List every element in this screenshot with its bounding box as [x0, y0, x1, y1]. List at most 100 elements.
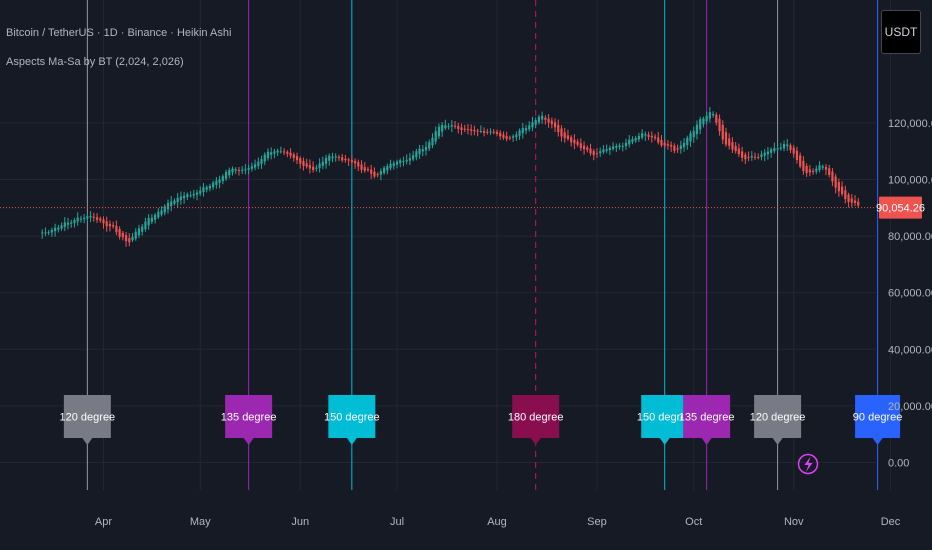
candle [112, 221, 115, 229]
aspect-tag-6[interactable]: 120 degree [750, 395, 806, 445]
aspect-tag-2[interactable]: 150 degree [324, 395, 380, 445]
candle [612, 142, 615, 151]
candle [79, 215, 83, 223]
candle [360, 160, 363, 174]
candle [118, 226, 121, 240]
candle [279, 146, 282, 154]
candle [124, 232, 128, 247]
candle [547, 114, 550, 128]
candle [415, 148, 418, 161]
candle [766, 146, 770, 160]
candle [250, 162, 253, 172]
aspect-tag-label: 135 degree [679, 412, 735, 424]
candle [815, 165, 818, 175]
candle [234, 167, 237, 174]
candle [608, 145, 611, 155]
candle [54, 223, 57, 237]
aspect-tag-0[interactable]: 120 degree [60, 395, 116, 445]
candle [444, 119, 447, 131]
candle [531, 116, 534, 132]
candle [202, 182, 205, 197]
candle [505, 131, 508, 142]
candle [57, 224, 60, 233]
aspect-tag-label: 150 degree [324, 412, 380, 424]
candle [405, 154, 408, 165]
time-axis[interactable]: Apr May Jun Jul Aug Sep Oct Nov Dec [95, 516, 901, 528]
candle [512, 134, 515, 142]
last-price-label: 90,054.26 [876, 203, 925, 215]
candle [795, 146, 799, 164]
candle [105, 216, 108, 232]
candle [379, 168, 382, 181]
candle [428, 139, 431, 151]
candle [570, 135, 573, 147]
candle [424, 141, 428, 156]
candle [757, 153, 760, 160]
candle [292, 152, 295, 162]
candle [515, 131, 518, 141]
aspect-tag-7[interactable]: 90 degree [853, 395, 903, 445]
aspect-tag-4[interactable]: 150 degree [637, 395, 693, 445]
time-tick-label: Sep [587, 516, 607, 528]
candle [412, 150, 415, 162]
aspect-tag-3[interactable]: 180 degree [508, 395, 564, 445]
candle [711, 111, 715, 118]
candle [457, 122, 460, 134]
candle [657, 131, 660, 145]
candle [489, 128, 492, 135]
candle [89, 210, 92, 223]
candle [208, 183, 212, 192]
candle [321, 156, 324, 170]
candle [305, 158, 308, 169]
candle [50, 227, 53, 237]
candle [728, 133, 731, 150]
candle [473, 125, 476, 136]
candle [99, 216, 102, 223]
aspect-tag-label: 90 degree [853, 412, 903, 424]
price-tick-label: 0.00 [888, 458, 909, 470]
candle [721, 120, 724, 145]
candle [263, 152, 266, 166]
candle [586, 145, 589, 153]
currency-button[interactable]: USDT [881, 10, 921, 54]
candle [189, 191, 192, 198]
candle [92, 212, 95, 222]
candle [144, 217, 147, 232]
candle [699, 116, 702, 135]
candle [102, 216, 105, 229]
aspect-tag-5[interactable]: 135 degree [679, 395, 735, 445]
candle [476, 128, 479, 137]
aspect-tag-1[interactable]: 135 degree [221, 395, 277, 445]
candle [357, 159, 360, 172]
price-tick-label: 60,000.00 [888, 288, 932, 300]
candle [163, 204, 166, 216]
indicator-title[interactable]: Aspects Ma-Sa by BT (2,024, 2,026) [6, 56, 184, 68]
candle [618, 143, 621, 150]
candle [453, 121, 457, 129]
symbol-title[interactable]: Bitcoin / TetherUS · 1D · Binance · Heik… [6, 27, 232, 39]
candle [318, 158, 321, 173]
candle [663, 139, 666, 148]
candle [66, 217, 70, 230]
candle [402, 156, 405, 167]
candle [341, 153, 344, 163]
candle [615, 143, 618, 152]
candle [647, 131, 650, 141]
candle [666, 140, 670, 150]
candle [224, 169, 228, 181]
candle [521, 122, 524, 139]
candle [634, 135, 637, 143]
candle [773, 142, 776, 154]
candle [708, 107, 711, 123]
candle [253, 159, 257, 171]
candle [128, 233, 131, 247]
candle [550, 117, 553, 129]
candle [805, 163, 808, 177]
candle [183, 191, 186, 204]
lightning-bolt-icon[interactable] [797, 453, 819, 475]
price-axis[interactable]: 0.00 20,000.00 40,000.00 60,000.00 80,000.00… [876, 118, 932, 470]
candle [299, 156, 302, 169]
candle [731, 137, 734, 154]
candle [366, 166, 370, 172]
